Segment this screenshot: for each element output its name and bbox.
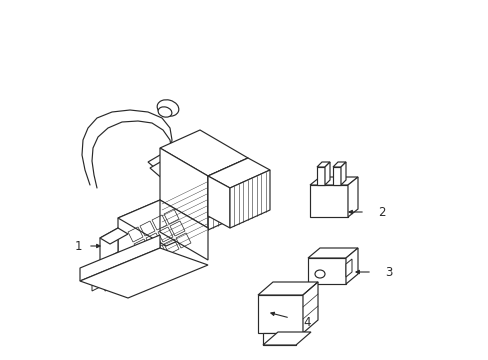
Polygon shape: [207, 158, 247, 230]
Polygon shape: [118, 200, 207, 246]
Polygon shape: [307, 248, 357, 258]
Polygon shape: [92, 273, 108, 281]
Text: 1: 1: [74, 239, 81, 252]
Polygon shape: [118, 273, 134, 281]
Polygon shape: [118, 273, 128, 291]
Polygon shape: [347, 177, 357, 217]
Polygon shape: [80, 248, 207, 298]
Polygon shape: [309, 177, 357, 185]
Polygon shape: [325, 162, 329, 185]
Polygon shape: [100, 228, 118, 262]
Polygon shape: [160, 130, 247, 176]
Polygon shape: [131, 273, 141, 291]
Polygon shape: [80, 235, 160, 281]
Polygon shape: [207, 158, 269, 188]
Ellipse shape: [314, 270, 325, 278]
Text: 3: 3: [384, 266, 391, 279]
Polygon shape: [207, 176, 229, 228]
Polygon shape: [229, 170, 269, 228]
Polygon shape: [263, 333, 295, 345]
Polygon shape: [148, 155, 175, 175]
Polygon shape: [346, 259, 351, 277]
Polygon shape: [332, 162, 346, 167]
Polygon shape: [105, 273, 115, 291]
Polygon shape: [340, 162, 346, 185]
Polygon shape: [263, 332, 310, 345]
Polygon shape: [143, 273, 160, 281]
Polygon shape: [316, 167, 325, 185]
Polygon shape: [332, 167, 340, 185]
Polygon shape: [309, 185, 347, 217]
Polygon shape: [100, 228, 128, 244]
Polygon shape: [258, 282, 317, 295]
Text: 4: 4: [303, 315, 310, 328]
Ellipse shape: [157, 100, 179, 116]
Polygon shape: [160, 200, 207, 260]
Polygon shape: [316, 162, 329, 167]
Polygon shape: [131, 273, 147, 281]
Polygon shape: [307, 258, 346, 284]
Polygon shape: [346, 248, 357, 284]
Polygon shape: [160, 148, 207, 230]
Polygon shape: [150, 161, 177, 181]
Ellipse shape: [158, 107, 172, 117]
Polygon shape: [303, 282, 317, 333]
Text: 2: 2: [377, 206, 385, 219]
Polygon shape: [118, 200, 160, 278]
Polygon shape: [143, 273, 154, 291]
Polygon shape: [258, 295, 303, 333]
Polygon shape: [105, 273, 121, 281]
Polygon shape: [92, 273, 102, 291]
